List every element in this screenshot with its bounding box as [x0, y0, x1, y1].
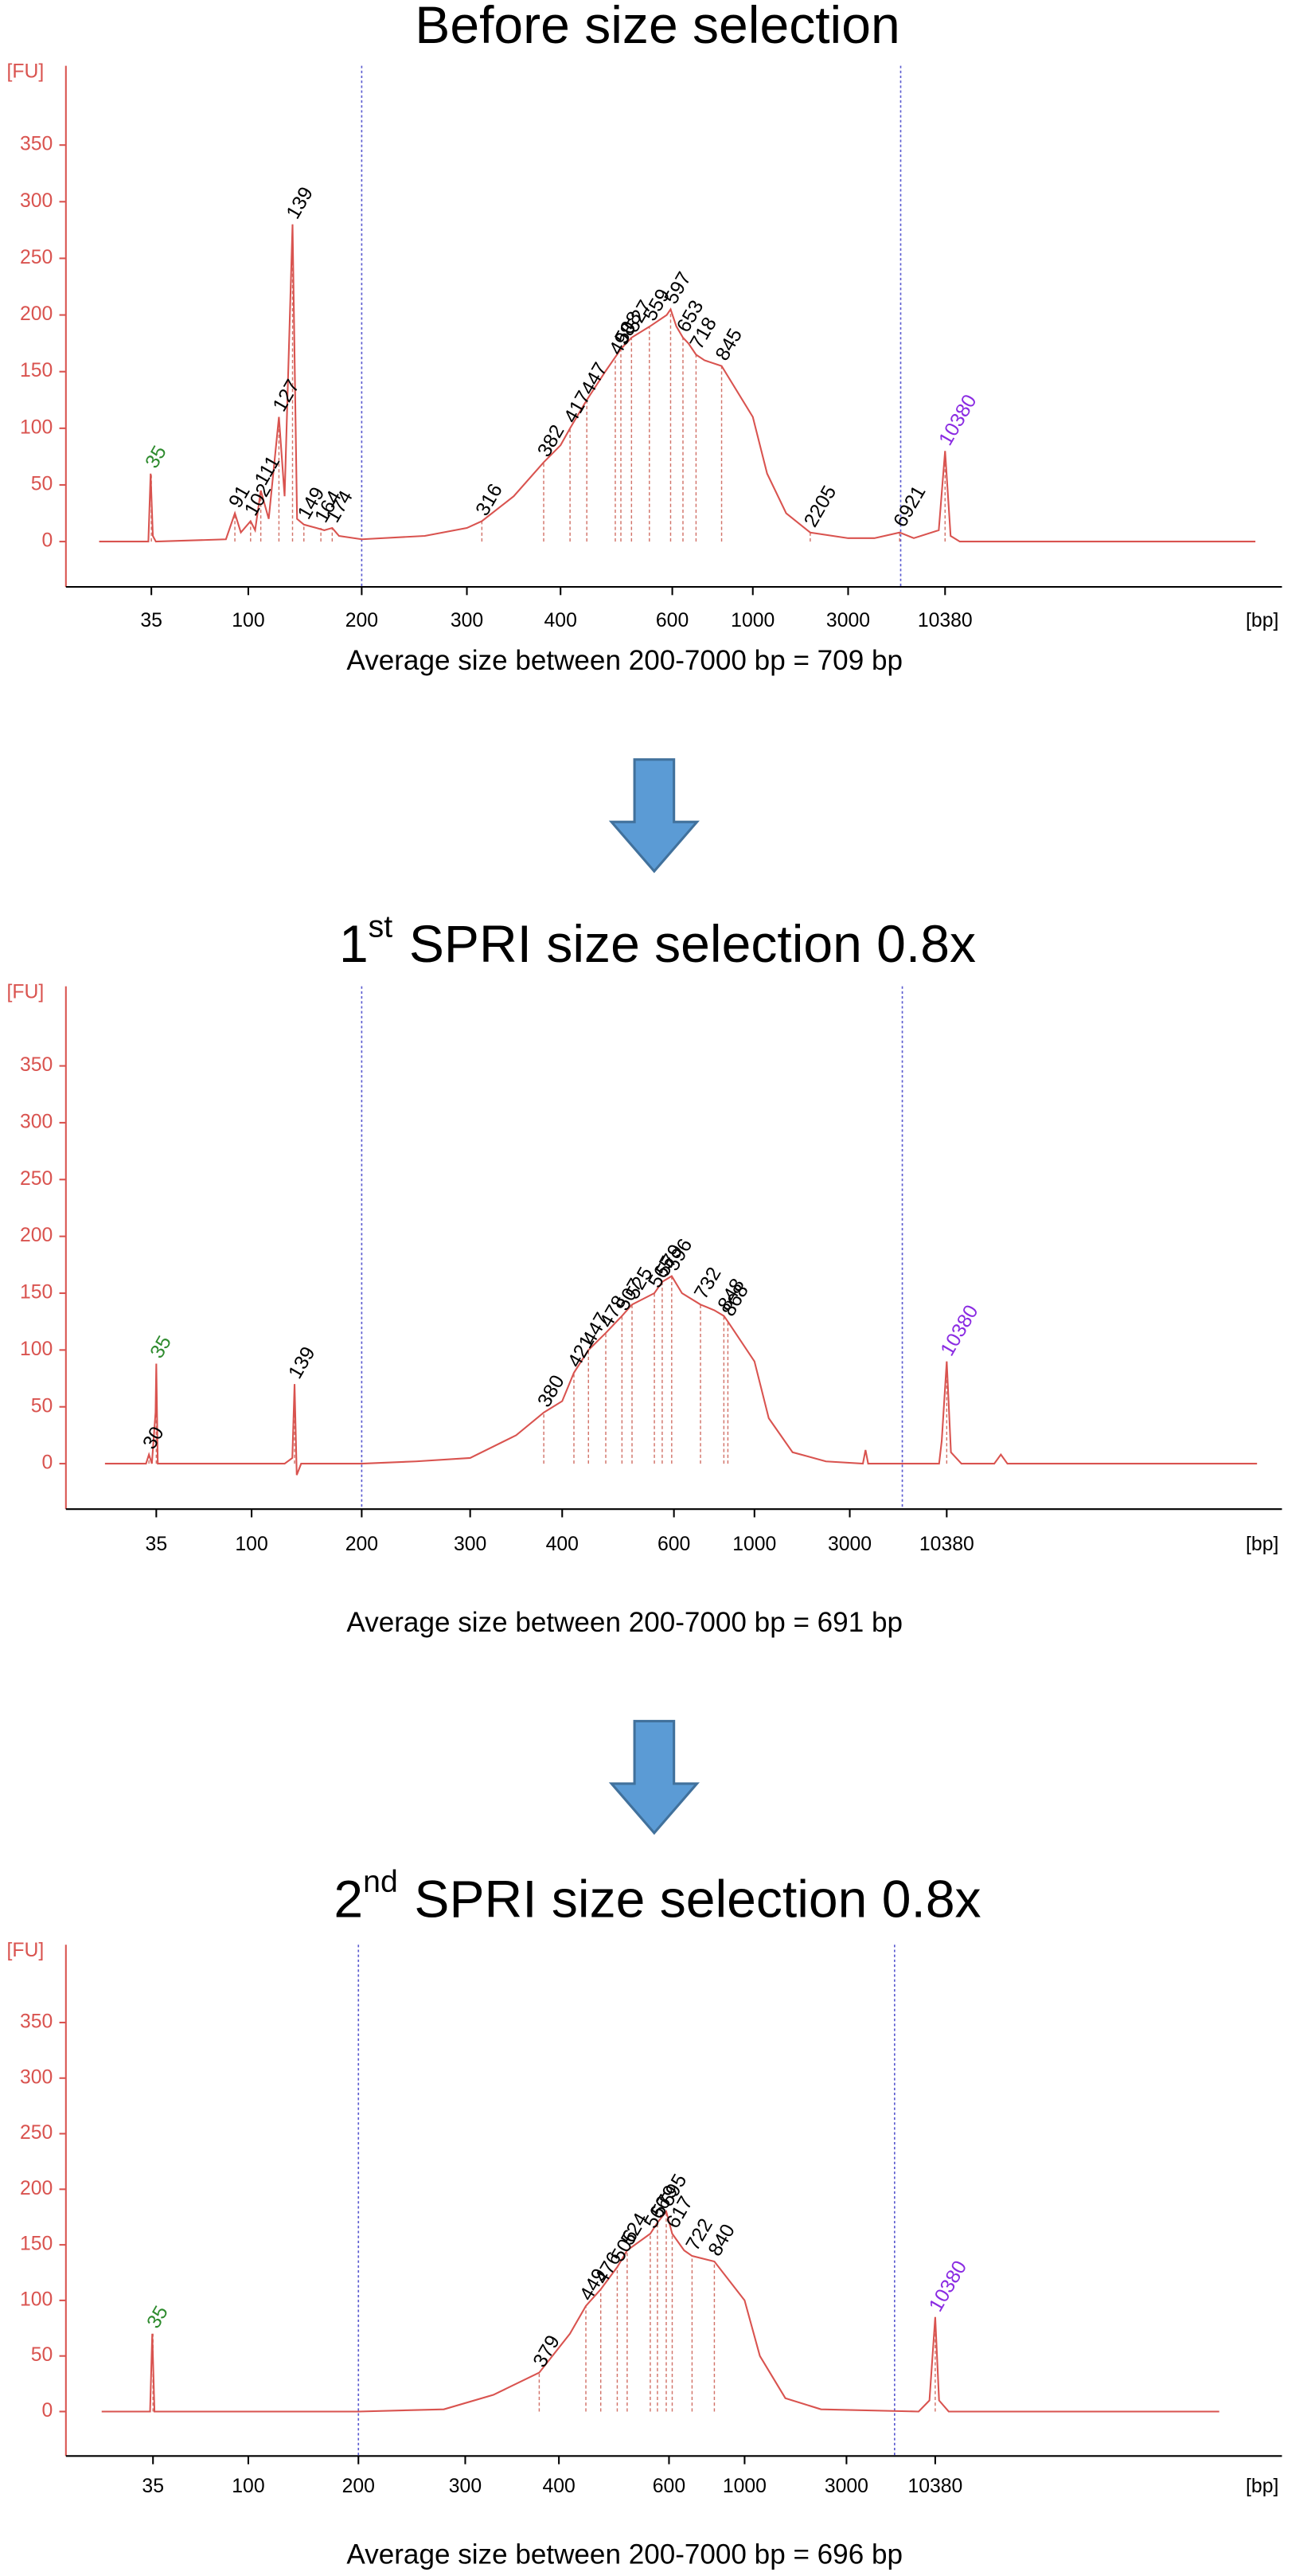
peak-label: 2205 [800, 483, 841, 531]
trace [101, 2209, 1219, 2413]
y-tick-label: 0 [41, 2400, 53, 2422]
x-tick-label: 300 [449, 2476, 482, 2497]
peak-label: 127 [269, 376, 304, 415]
y-tick-label: 300 [20, 190, 53, 212]
caption: Average size between 200-7000 bp = 696 b… [346, 2539, 903, 2570]
peak-label: 382 [533, 421, 568, 460]
x-tick-label: 100 [232, 610, 264, 631]
arrow [608, 758, 700, 874]
arrow-shape [608, 758, 700, 874]
y-axis-label: [FU] [6, 61, 44, 82]
y-tick-label: 200 [20, 1225, 53, 1246]
caption: Average size between 200-7000 bp = 709 b… [346, 645, 903, 676]
title-superscript: nd [363, 1864, 398, 1899]
chart-title: 1st SPRI size selection 0.8x [339, 909, 976, 974]
x-tick-label: 35 [146, 1534, 168, 1555]
arrow [608, 1719, 700, 1835]
x-tick-label: 600 [656, 610, 689, 631]
x-tick-label: 300 [454, 1534, 486, 1555]
x-tick-label: 1000 [732, 1534, 776, 1555]
y-tick-label: 350 [20, 2011, 53, 2032]
x-tick-label: 400 [546, 1534, 579, 1555]
x-tick-label: 10380 [907, 2476, 962, 2497]
x-tick-label: 600 [658, 1534, 690, 1555]
x-tick-label: 200 [342, 2476, 375, 2497]
peak-label: 316 [472, 480, 507, 519]
y-tick-label: 150 [20, 360, 53, 381]
peak-label: 380 [534, 1372, 569, 1411]
caption: Average size between 200-7000 bp = 691 b… [346, 1607, 903, 1638]
y-tick-label: 0 [41, 530, 53, 552]
peak-label: 6921 [890, 483, 931, 531]
y-tick-label: 100 [20, 1339, 53, 1360]
peak-label: 35 [143, 2302, 173, 2332]
title-superscript: st [369, 909, 393, 944]
x-tick-label: 400 [544, 610, 577, 631]
x-tick-label: 3000 [825, 2476, 868, 2497]
x-tick-label: 200 [345, 610, 378, 631]
title-text: 2 [334, 1870, 363, 1929]
x-tick-label: 35 [142, 2476, 164, 2497]
title-text: 1 [339, 915, 369, 974]
y-tick-label: 350 [20, 134, 53, 155]
x-axis-unit: [bp] [1246, 610, 1278, 631]
x-tick-label: 600 [653, 2476, 685, 2497]
y-tick-label: 100 [20, 416, 53, 438]
x-tick-label: 1000 [731, 610, 775, 631]
title-text: Before size selection [415, 0, 899, 55]
x-tick-label: 10380 [919, 1534, 974, 1555]
x-tick-label: 10380 [918, 610, 973, 631]
x-axis-unit: [bp] [1246, 2476, 1278, 2497]
y-tick-label: 300 [20, 1111, 53, 1132]
chart-title: Before size selection [415, 0, 899, 55]
peak-label: 10380 [935, 391, 981, 449]
x-tick-label: 100 [235, 1534, 267, 1555]
y-axis-label: [FU] [6, 981, 44, 1003]
panel: 1st SPRI size selection 0.8x [FU] [bp] 0 50 10… [6, 909, 1282, 1638]
x-tick-label: 200 [345, 1534, 378, 1555]
y-tick-label: 50 [31, 2344, 53, 2366]
title-text: SPRI size selection 0.8x [409, 915, 976, 974]
y-tick-label: 300 [20, 2066, 53, 2088]
title-text: SPRI size selection 0.8x [414, 1870, 981, 1929]
chart-title: 2nd SPRI size selection 0.8x [334, 1864, 981, 1929]
peak-label: 35 [146, 1332, 176, 1362]
y-tick-label: 200 [20, 303, 53, 325]
y-tick-label: 0 [41, 1452, 53, 1474]
y-tick-label: 350 [20, 1054, 53, 1076]
x-tick-label: 3000 [828, 1534, 872, 1555]
x-tick-label: 100 [232, 2476, 264, 2497]
y-axis-label: [FU] [6, 1940, 44, 1961]
y-tick-label: 50 [31, 474, 53, 495]
peak-label: 35 [142, 442, 171, 471]
x-tick-label: 300 [451, 610, 483, 631]
peak-label: 379 [529, 2332, 564, 2371]
x-tick-label: 400 [542, 2476, 575, 2497]
x-tick-label: 1000 [723, 2476, 767, 2497]
panel: Before size selection [FU] [bp] 0 50 100 150 20… [6, 0, 1282, 676]
x-tick-label: 3000 [826, 610, 870, 631]
y-tick-label: 250 [20, 247, 53, 268]
y-tick-label: 250 [20, 1168, 53, 1190]
y-tick-label: 50 [31, 1395, 53, 1417]
y-tick-label: 150 [20, 1282, 53, 1304]
y-tick-label: 150 [20, 2234, 53, 2255]
y-tick-label: 250 [20, 2122, 53, 2144]
trace [104, 1275, 1258, 1476]
trace [99, 224, 1256, 543]
y-tick-label: 200 [20, 2178, 53, 2199]
peak-label: 30 [139, 1423, 169, 1452]
panel: 2nd SPRI size selection 0.8x [FU] [bp] 0 50 10… [6, 1864, 1282, 2570]
peak-label: 10380 [937, 1302, 983, 1360]
arrow-shape [608, 1719, 700, 1835]
peak-label: 139 [285, 1343, 320, 1382]
x-axis-unit: [bp] [1246, 1534, 1278, 1555]
y-tick-label: 100 [20, 2289, 53, 2310]
peak-label: 139 [283, 183, 318, 222]
x-tick-label: 35 [140, 610, 162, 631]
peak-label: 10380 [925, 2257, 971, 2316]
